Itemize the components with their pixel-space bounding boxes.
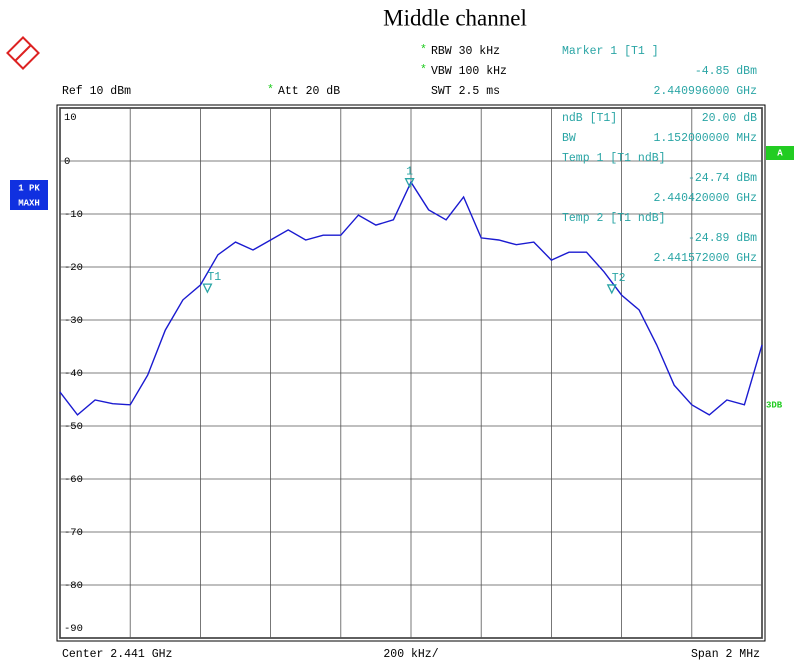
- footer-span: Span 2 MHz: [691, 648, 760, 661]
- logo: [6, 36, 40, 70]
- y-tick-label: -90: [64, 623, 83, 635]
- marker: [202, 283, 213, 294]
- ref: Ref 10 dBm: [62, 85, 131, 98]
- marker: [404, 178, 415, 189]
- readout: 1.152000000 MHz: [653, 132, 757, 145]
- y-tick-label: -70: [64, 527, 83, 539]
- y-tick-label: 10: [64, 112, 77, 124]
- readout: 2.440420000 GHz: [653, 192, 757, 205]
- star: *: [420, 64, 427, 77]
- y-tick-label: -80: [64, 580, 83, 592]
- swt: SWT 2.5 ms: [431, 85, 500, 98]
- star: *: [420, 44, 427, 57]
- y-tick-label: -10: [64, 209, 83, 221]
- readout: Temp 2 [T1 ndB]: [562, 212, 666, 225]
- y-tick-label: 0: [64, 156, 70, 168]
- y-tick-label: -40: [64, 368, 83, 380]
- readout: 2.441572000 GHz: [653, 252, 757, 265]
- marker-label: T1: [207, 271, 221, 284]
- readout: Temp 1 [T1 ndB]: [562, 152, 666, 165]
- y-tick-label: -30: [64, 315, 83, 327]
- side-trace: 1 PK: [18, 183, 40, 193]
- y-tick-label: -60: [64, 474, 83, 486]
- star: *: [267, 84, 274, 97]
- marker-freq: 2.440996000 GHz: [653, 85, 757, 98]
- readout: ndB [T1]: [562, 112, 617, 125]
- y-tick-label: -50: [64, 421, 83, 433]
- readout: -24.74 dBm: [688, 172, 757, 185]
- marker: [606, 284, 617, 295]
- marker-label: 1: [406, 166, 413, 179]
- side-mode: MAXH: [18, 198, 40, 208]
- readout: BW: [562, 132, 576, 145]
- side-a: A: [777, 148, 783, 158]
- vbw: VBW 100 kHz: [431, 65, 507, 78]
- footer-div: 200 kHz/: [383, 648, 438, 661]
- chart-title: Middle channel: [383, 5, 527, 30]
- marker-label: T2: [612, 272, 626, 285]
- trace: [59, 180, 763, 416]
- footer-center: Center 2.441 GHz: [62, 648, 172, 661]
- att: Att 20 dB: [278, 85, 340, 98]
- marker-title: Marker 1 [T1 ]: [562, 45, 659, 58]
- readout: -24.89 dBm: [688, 232, 757, 245]
- y-tick-label: -20: [64, 262, 83, 274]
- marker-level: -4.85 dBm: [695, 65, 757, 78]
- side-a-box: [766, 146, 794, 160]
- readout: 20.00 dB: [702, 112, 757, 125]
- rbw: RBW 30 kHz: [431, 45, 500, 58]
- side-db: 3DB: [766, 400, 783, 410]
- side-box: [10, 180, 48, 210]
